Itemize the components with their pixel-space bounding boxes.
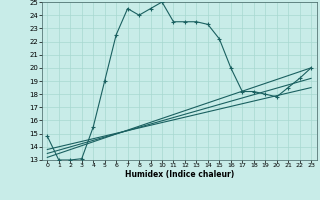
X-axis label: Humidex (Indice chaleur): Humidex (Indice chaleur) xyxy=(124,170,234,179)
